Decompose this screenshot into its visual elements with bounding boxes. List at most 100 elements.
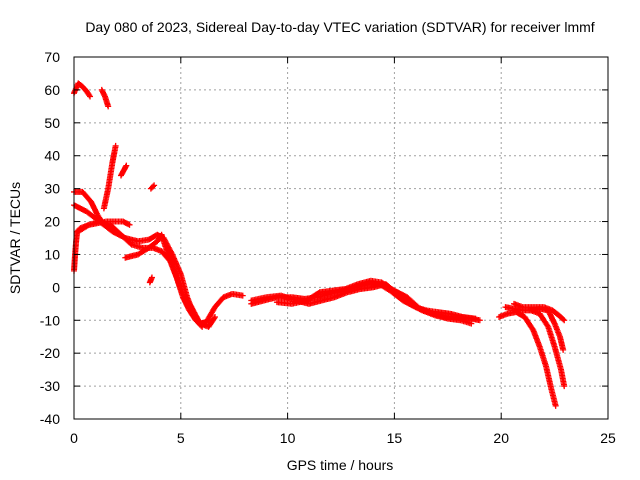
series-arc-mid-b [248, 281, 475, 327]
data-point [556, 333, 566, 352]
data-points [71, 80, 568, 409]
series-arc-rise-b [117, 162, 130, 179]
data-point [117, 231, 134, 247]
series-arc-start-low [71, 218, 133, 274]
data-point [120, 218, 132, 228]
data-point [75, 222, 91, 235]
plot-frame [73, 56, 609, 420]
x-tick-label: 20 [493, 430, 509, 446]
series-arc-short-1 [147, 182, 158, 192]
y-axis-ticks: -40 -30 -20 -10 0 10 20 30 40 50 60 70 [40, 49, 608, 427]
data-point [549, 307, 561, 318]
y-tick-label: -10 [40, 312, 60, 328]
y-tick-label: -40 [40, 411, 60, 427]
data-point [112, 142, 119, 149]
series-arc-late-d [511, 300, 568, 324]
data-point [248, 294, 268, 304]
data-point [543, 363, 555, 391]
data-point [117, 163, 129, 179]
data-point [303, 290, 322, 304]
x-tick-label: 15 [387, 430, 403, 446]
data-point [555, 312, 567, 323]
data-point [560, 346, 567, 353]
chart-title: Day 080 of 2023, Sidereal Day-to-day VTE… [85, 19, 594, 35]
data-point [239, 292, 246, 299]
data-point [148, 274, 155, 281]
x-tick-label: 10 [280, 430, 296, 446]
data-point [123, 162, 130, 169]
data-point [79, 83, 89, 94]
y-tick-label: 40 [44, 148, 60, 164]
data-point [151, 182, 158, 189]
data-point [126, 221, 133, 228]
series-arc-rise-a [100, 142, 119, 212]
data-point [211, 313, 218, 320]
data-point [145, 239, 160, 251]
data-point [561, 317, 568, 324]
data-point [83, 208, 102, 224]
x-tick-label: 25 [600, 430, 616, 446]
data-point [530, 327, 543, 349]
x-tick-label: 5 [177, 430, 185, 446]
data-point [135, 236, 151, 245]
data-point [177, 271, 190, 299]
series-arc-mid-c [273, 277, 483, 324]
y-tick-label: -30 [40, 378, 60, 394]
series-arc-short-2 [146, 274, 155, 286]
data-point [135, 245, 151, 258]
series-arc-early-descend [98, 86, 112, 110]
data-point [83, 88, 93, 99]
series-arc-late-a [496, 309, 559, 409]
x-axis-ticks: 0 5 10 15 20 25 [70, 57, 616, 446]
data-point [79, 188, 94, 204]
data-point [545, 323, 558, 349]
data-point [552, 402, 559, 409]
data-point [229, 290, 245, 299]
data-point [107, 221, 123, 237]
data-point [162, 244, 177, 273]
data-point [171, 267, 186, 296]
y-tick-label: 10 [44, 246, 60, 262]
data-point [558, 366, 567, 388]
data-point [378, 279, 397, 293]
data-point [278, 292, 298, 304]
data-point [551, 343, 564, 372]
data-point [476, 317, 483, 324]
data-point [536, 343, 549, 368]
data-point [521, 313, 536, 332]
series-arc-second [75, 218, 206, 330]
data-point [169, 251, 184, 276]
data-point [391, 287, 409, 300]
data-point [105, 103, 112, 110]
y-tick-label: 20 [44, 214, 60, 230]
data-point [536, 310, 551, 329]
data-point [211, 295, 226, 311]
data-point [75, 80, 85, 89]
data-point [147, 183, 157, 192]
data-point [205, 315, 218, 330]
x-tick-label: 0 [70, 430, 78, 446]
data-point [548, 386, 559, 408]
y-tick-label: 70 [44, 49, 60, 65]
y-axis-label: SDTVAR / TECUs [7, 182, 23, 294]
data-point [288, 297, 309, 307]
y-tick-label: -20 [40, 345, 60, 361]
data-point [105, 160, 116, 192]
data-point [100, 187, 111, 212]
data-point [88, 198, 100, 217]
y-tick-label: 0 [52, 279, 60, 295]
series-arc-dip [122, 231, 218, 330]
data-point [179, 290, 194, 309]
data-point [561, 383, 568, 390]
data-point [513, 309, 527, 320]
y-tick-label: 60 [44, 82, 60, 98]
x-axis-label: GPS time / hours [287, 457, 394, 473]
data-point [87, 93, 94, 100]
y-tick-label: 30 [44, 181, 60, 197]
data-point [203, 305, 218, 325]
data-point [188, 304, 203, 326]
y-tick-label: 50 [44, 115, 60, 131]
data-point [404, 294, 422, 311]
data-point [109, 144, 119, 166]
